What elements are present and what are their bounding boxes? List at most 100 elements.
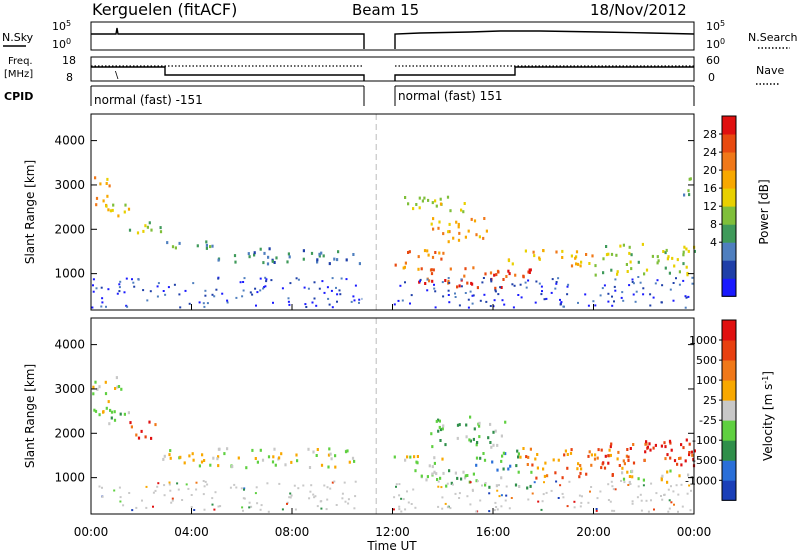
velocity-echo-cell xyxy=(664,445,667,449)
power-echo-cell xyxy=(619,244,622,248)
velocity-scatter-cell xyxy=(152,505,154,508)
velocity-scatter-cell xyxy=(395,485,397,488)
power-echo-cell xyxy=(418,206,421,210)
velocity-echo-cell xyxy=(680,463,683,467)
power-scatter-cell xyxy=(628,284,631,287)
velocity-scatter-cell xyxy=(243,487,246,490)
velocity-echo-cell xyxy=(216,457,219,461)
velocity-echo-cell xyxy=(436,478,439,481)
freq-trace-2 xyxy=(394,66,694,81)
velocity-scatter-cell xyxy=(581,495,583,498)
velocity-echo-cell xyxy=(594,453,597,457)
velocity-echo-cell xyxy=(295,453,298,457)
power-scatter-cell xyxy=(560,301,563,304)
power-echo-cell xyxy=(438,220,441,224)
velocity-echo-cell xyxy=(431,445,434,449)
power-scatter-cell xyxy=(592,300,595,303)
velocity-echo-cell xyxy=(437,418,440,422)
velocity-echo-cell xyxy=(272,455,275,459)
power-echo-cell xyxy=(105,182,108,185)
velocity-scatter-cell xyxy=(493,509,496,512)
power-echo-cell xyxy=(263,251,266,255)
velocity-echo-cell xyxy=(114,387,117,390)
velocity-echo-cell xyxy=(438,419,441,423)
power-echo-cell xyxy=(622,243,625,247)
velocity-scatter-cell xyxy=(344,500,347,503)
power-scatter-cell xyxy=(527,279,530,282)
power-echo-cell xyxy=(615,253,618,257)
velocity-echo-cell xyxy=(183,461,186,465)
velocity-echo-cell xyxy=(516,449,519,453)
power-echo-cell xyxy=(682,253,685,257)
velocity-echo-cell xyxy=(231,465,234,468)
velocity-echo-cell xyxy=(593,457,597,461)
power-scatter-cell xyxy=(545,297,548,300)
velocity-echo-cell xyxy=(546,474,549,478)
velocity-scatter-cell xyxy=(185,483,188,486)
velocity-scatter-cell xyxy=(176,482,179,485)
power-echo-cell xyxy=(625,263,628,266)
velocity-echo-cell xyxy=(600,466,603,470)
velocity-scatter-cell xyxy=(404,508,407,511)
power-scatter-cell xyxy=(543,298,546,301)
power-scatter-cell xyxy=(107,288,110,291)
power-scatter-cell xyxy=(101,297,104,300)
power-echo-cell xyxy=(602,257,605,261)
power-scatter-cell xyxy=(91,306,94,309)
velocity-colorbar-tick-label: -100 xyxy=(692,434,717,447)
velocity-echo-cell xyxy=(442,471,445,475)
power-echo-cell xyxy=(448,230,451,234)
velocity-scatter-cell xyxy=(655,492,658,495)
power-data-gap xyxy=(362,114,390,310)
velocity-scatter-cell xyxy=(135,506,138,509)
velocity-scatter-cell xyxy=(639,493,642,496)
power-scatter-cell xyxy=(242,281,245,283)
power-colorbar-swatch xyxy=(722,278,736,297)
velocity-echo-cell xyxy=(669,441,672,445)
power-scatter-cell xyxy=(167,286,170,289)
power-scatter-cell xyxy=(635,290,638,293)
velocity-echo-cell xyxy=(660,476,663,480)
velocity-echo-cell xyxy=(475,443,478,447)
velocity-scatter-cell xyxy=(202,480,205,482)
power-scatter-cell xyxy=(203,305,206,308)
power-scatter-cell xyxy=(621,291,624,294)
velocity-echo-cell xyxy=(484,483,487,487)
power-echo-cell xyxy=(146,225,149,229)
power-echo-cell xyxy=(440,257,443,261)
power-echo-cell xyxy=(676,258,679,262)
power-echo-cell xyxy=(689,177,692,181)
power-scatter-cell xyxy=(550,291,553,294)
velocity-scatter-cell xyxy=(414,506,417,509)
velocity-scatter-cell xyxy=(407,501,410,504)
power-scatter-cell xyxy=(287,297,290,300)
power-scatter-cell xyxy=(607,292,610,295)
power-scatter-cell xyxy=(632,293,635,296)
velocity-scatter-cell xyxy=(128,492,131,494)
velocity-echo-cell xyxy=(431,465,434,469)
velocity-scatter-cell xyxy=(587,501,590,504)
velocity-echo-cell xyxy=(393,455,396,459)
velocity-echo-cell xyxy=(127,411,130,415)
velocity-y-tick-label: 2000 xyxy=(54,426,85,440)
velocity-echo-cell xyxy=(666,470,669,474)
power-scatter-cell xyxy=(433,283,435,286)
power-echo-cell xyxy=(683,193,686,197)
velocity-echo-cell xyxy=(345,450,348,454)
velocity-scatter-cell xyxy=(354,495,357,498)
power-echo-cell xyxy=(656,261,659,265)
power-scatter-cell xyxy=(204,289,207,292)
velocity-scatter-cell xyxy=(498,495,501,498)
power-echo-cell xyxy=(495,273,498,277)
power-scatter-cell xyxy=(654,282,657,285)
power-scatter-cell xyxy=(393,303,396,306)
power-scatter-cell xyxy=(481,281,484,284)
velocity-scatter-cell xyxy=(410,503,413,505)
velocity-echo-cell xyxy=(627,455,630,459)
velocity-colorbar-swatch xyxy=(722,380,736,401)
power-echo-cell xyxy=(651,254,654,258)
power-echo-cell xyxy=(430,268,433,272)
velocity-scatter-cell xyxy=(217,505,220,508)
power-scatter-cell xyxy=(311,301,314,304)
power-scatter-cell xyxy=(307,287,310,290)
